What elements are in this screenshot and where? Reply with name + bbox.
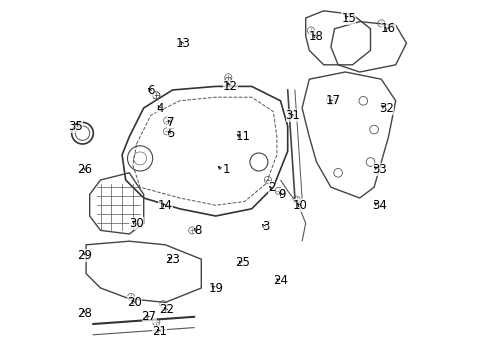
Text: 30: 30 [129, 217, 143, 230]
Text: 35: 35 [68, 120, 82, 132]
Text: 23: 23 [165, 253, 180, 266]
Text: 4: 4 [156, 102, 163, 114]
Text: 27: 27 [142, 310, 156, 323]
Text: 26: 26 [77, 163, 92, 176]
Text: 16: 16 [380, 22, 395, 35]
Text: 8: 8 [194, 224, 201, 237]
Text: 11: 11 [235, 130, 250, 143]
Text: 24: 24 [272, 274, 287, 287]
Text: 32: 32 [379, 102, 393, 114]
Text: 20: 20 [127, 296, 142, 309]
Text: 22: 22 [159, 303, 174, 316]
Text: 15: 15 [341, 12, 356, 24]
Text: 3: 3 [262, 220, 269, 233]
Text: 34: 34 [371, 199, 386, 212]
Text: 14: 14 [158, 199, 172, 212]
Text: 29: 29 [77, 249, 92, 262]
Text: 17: 17 [325, 94, 340, 107]
Text: 12: 12 [222, 80, 237, 93]
Text: 13: 13 [176, 37, 190, 50]
Text: 5: 5 [167, 127, 174, 140]
Text: 19: 19 [208, 282, 223, 294]
Text: 10: 10 [292, 199, 307, 212]
Text: 25: 25 [235, 256, 250, 269]
Text: 18: 18 [308, 30, 323, 42]
Text: 7: 7 [166, 116, 174, 129]
Text: 2: 2 [267, 181, 275, 194]
Text: 6: 6 [147, 84, 154, 96]
Text: 33: 33 [371, 163, 386, 176]
Text: 9: 9 [278, 188, 285, 201]
Text: 28: 28 [77, 307, 92, 320]
Text: 21: 21 [152, 325, 167, 338]
Text: 31: 31 [285, 109, 300, 122]
Text: 1: 1 [223, 163, 230, 176]
